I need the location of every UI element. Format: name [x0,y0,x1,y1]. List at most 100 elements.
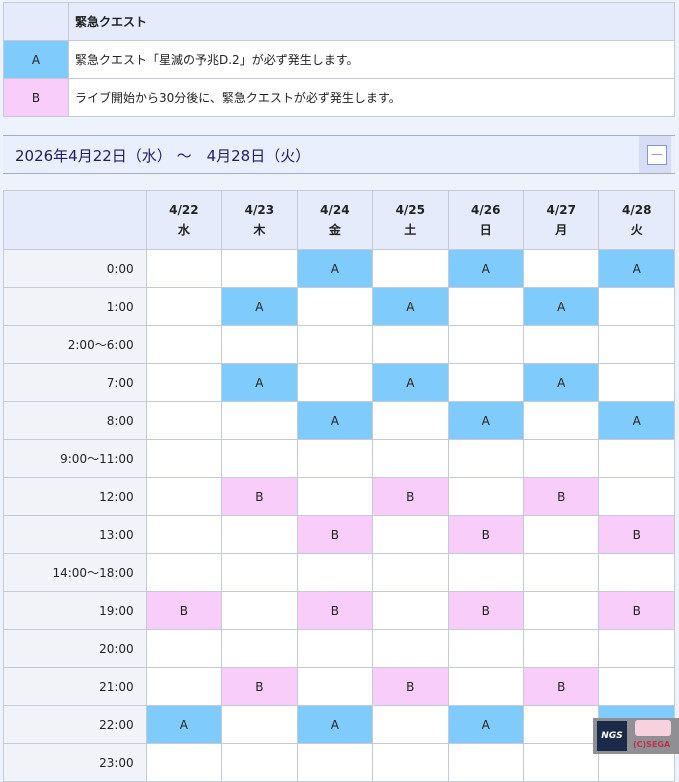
schedule-cell [372,705,449,744]
ngs-logo-mark: NGS [597,721,627,751]
schedule-row: 0:00 A A A [3,249,675,288]
day-header: 4/28 火 [598,190,675,250]
schedule-cell [145,629,223,668]
schedule-cell: A [372,363,449,402]
schedule-cell [145,325,223,364]
time-label: 12:00 [3,477,147,516]
schedule-cell [598,477,675,516]
schedule-cell [145,401,223,440]
schedule-cell: A [598,401,675,440]
time-label: 8:00 [3,401,147,440]
schedule-cell [598,325,675,364]
day-header: 4/27 月 [522,190,600,250]
schedule-cell [296,743,374,782]
minus-icon: — [647,145,667,165]
schedule-row: 22:00AAAA [3,705,675,744]
schedule-cell [598,553,675,592]
time-label: 0:00 [3,249,147,288]
schedule-cell [296,325,374,364]
schedule-cell [598,439,675,478]
schedule-cell [145,287,223,326]
schedule-cell: A [296,401,374,440]
schedule-cell [447,553,525,592]
schedule-row: 1:00 A A A [3,287,675,326]
schedule-cell [522,705,600,744]
legend-header: 緊急クエスト [68,2,675,41]
day-header: 4/22 水 [145,190,223,250]
schedule-cell [522,249,600,288]
day-date: 4/24 [320,203,350,217]
schedule-cell [296,363,374,402]
time-label: 1:00 [3,287,147,326]
schedule-row: 20:00 [3,629,675,668]
schedule-cell: B [598,591,675,630]
schedule-cell [598,363,675,402]
time-label: 2:00～6:00 [3,325,147,364]
schedule-row: 14:00～18:00 [3,553,675,592]
schedule-cell [522,743,600,782]
schedule-cell: A [522,287,600,326]
schedule-cell: B [296,591,374,630]
schedule-cell [145,363,223,402]
schedule-cell [372,401,449,440]
date-range-header: 2026年4月22日（水） ～ 4月28日（火） — [3,135,675,174]
schedule-cell [145,553,223,592]
day-date: 4/25 [395,203,426,217]
day-date: 4/27 [546,203,576,217]
schedule-cell: B [522,477,600,516]
schedule-row: 19:00 B B B B [3,591,675,630]
schedule-cell: A [447,249,525,288]
corner-cell [3,190,147,250]
schedule-cell: B [296,515,374,554]
schedule-cell [296,439,374,478]
day-of-week: 火 [630,223,643,237]
logo-badge [635,720,671,736]
date-range-title: 2026年4月22日（水） ～ 4月28日（火） [15,147,311,165]
schedule-cell: B [598,515,675,554]
time-label: 13:00 [3,515,147,554]
day-header: 4/25 土 [372,190,449,250]
schedule-cell [447,287,525,326]
schedule-cell [372,439,449,478]
collapse-button[interactable]: — [639,136,671,173]
schedule-cell [145,743,223,782]
schedule-cell: B [145,591,223,630]
day-of-week: 金 [328,223,341,237]
schedule-cell [522,553,600,592]
schedule-cell [145,249,223,288]
schedule-cell [221,743,298,782]
time-label: 19:00 [3,591,147,630]
schedule-cell: A [221,287,298,326]
schedule-cell [296,629,374,668]
schedule-cell [145,439,223,478]
schedule-row: 21:00 B B B [3,667,675,706]
schedule-cell [598,629,675,668]
schedule-cell [598,667,675,706]
schedule-cell [522,591,600,630]
schedule-cell [221,629,298,668]
schedule-row: 9:00～11:00 [3,439,675,478]
schedule-cell [221,553,298,592]
schedule-row: 12:00 B B B [3,477,675,516]
schedule-cell [296,553,374,592]
time-label: 7:00 [3,363,147,402]
legend-text-b: ライブ開始から30分後に、緊急クエストが必ず発生します。 [68,78,675,117]
schedule-cell [372,743,449,782]
schedule-cell: A [145,705,223,744]
schedule-cell: A [296,705,374,744]
legend-key-b: B [3,78,69,117]
schedule-cell: A [447,401,525,440]
day-of-week: 木 [253,223,266,237]
schedule-cell [221,439,298,478]
schedule-cell [447,325,525,364]
time-label: 9:00～11:00 [3,439,147,478]
schedule-cell [522,439,600,478]
schedule-cell [372,629,449,668]
schedule-cell [447,477,525,516]
schedule-cell [145,515,223,554]
day-of-week: 月 [555,223,568,237]
schedule-cell: B [221,667,298,706]
schedule-cell: A [221,363,298,402]
time-label: 23:00 [3,743,147,782]
schedule-cell [145,667,223,706]
